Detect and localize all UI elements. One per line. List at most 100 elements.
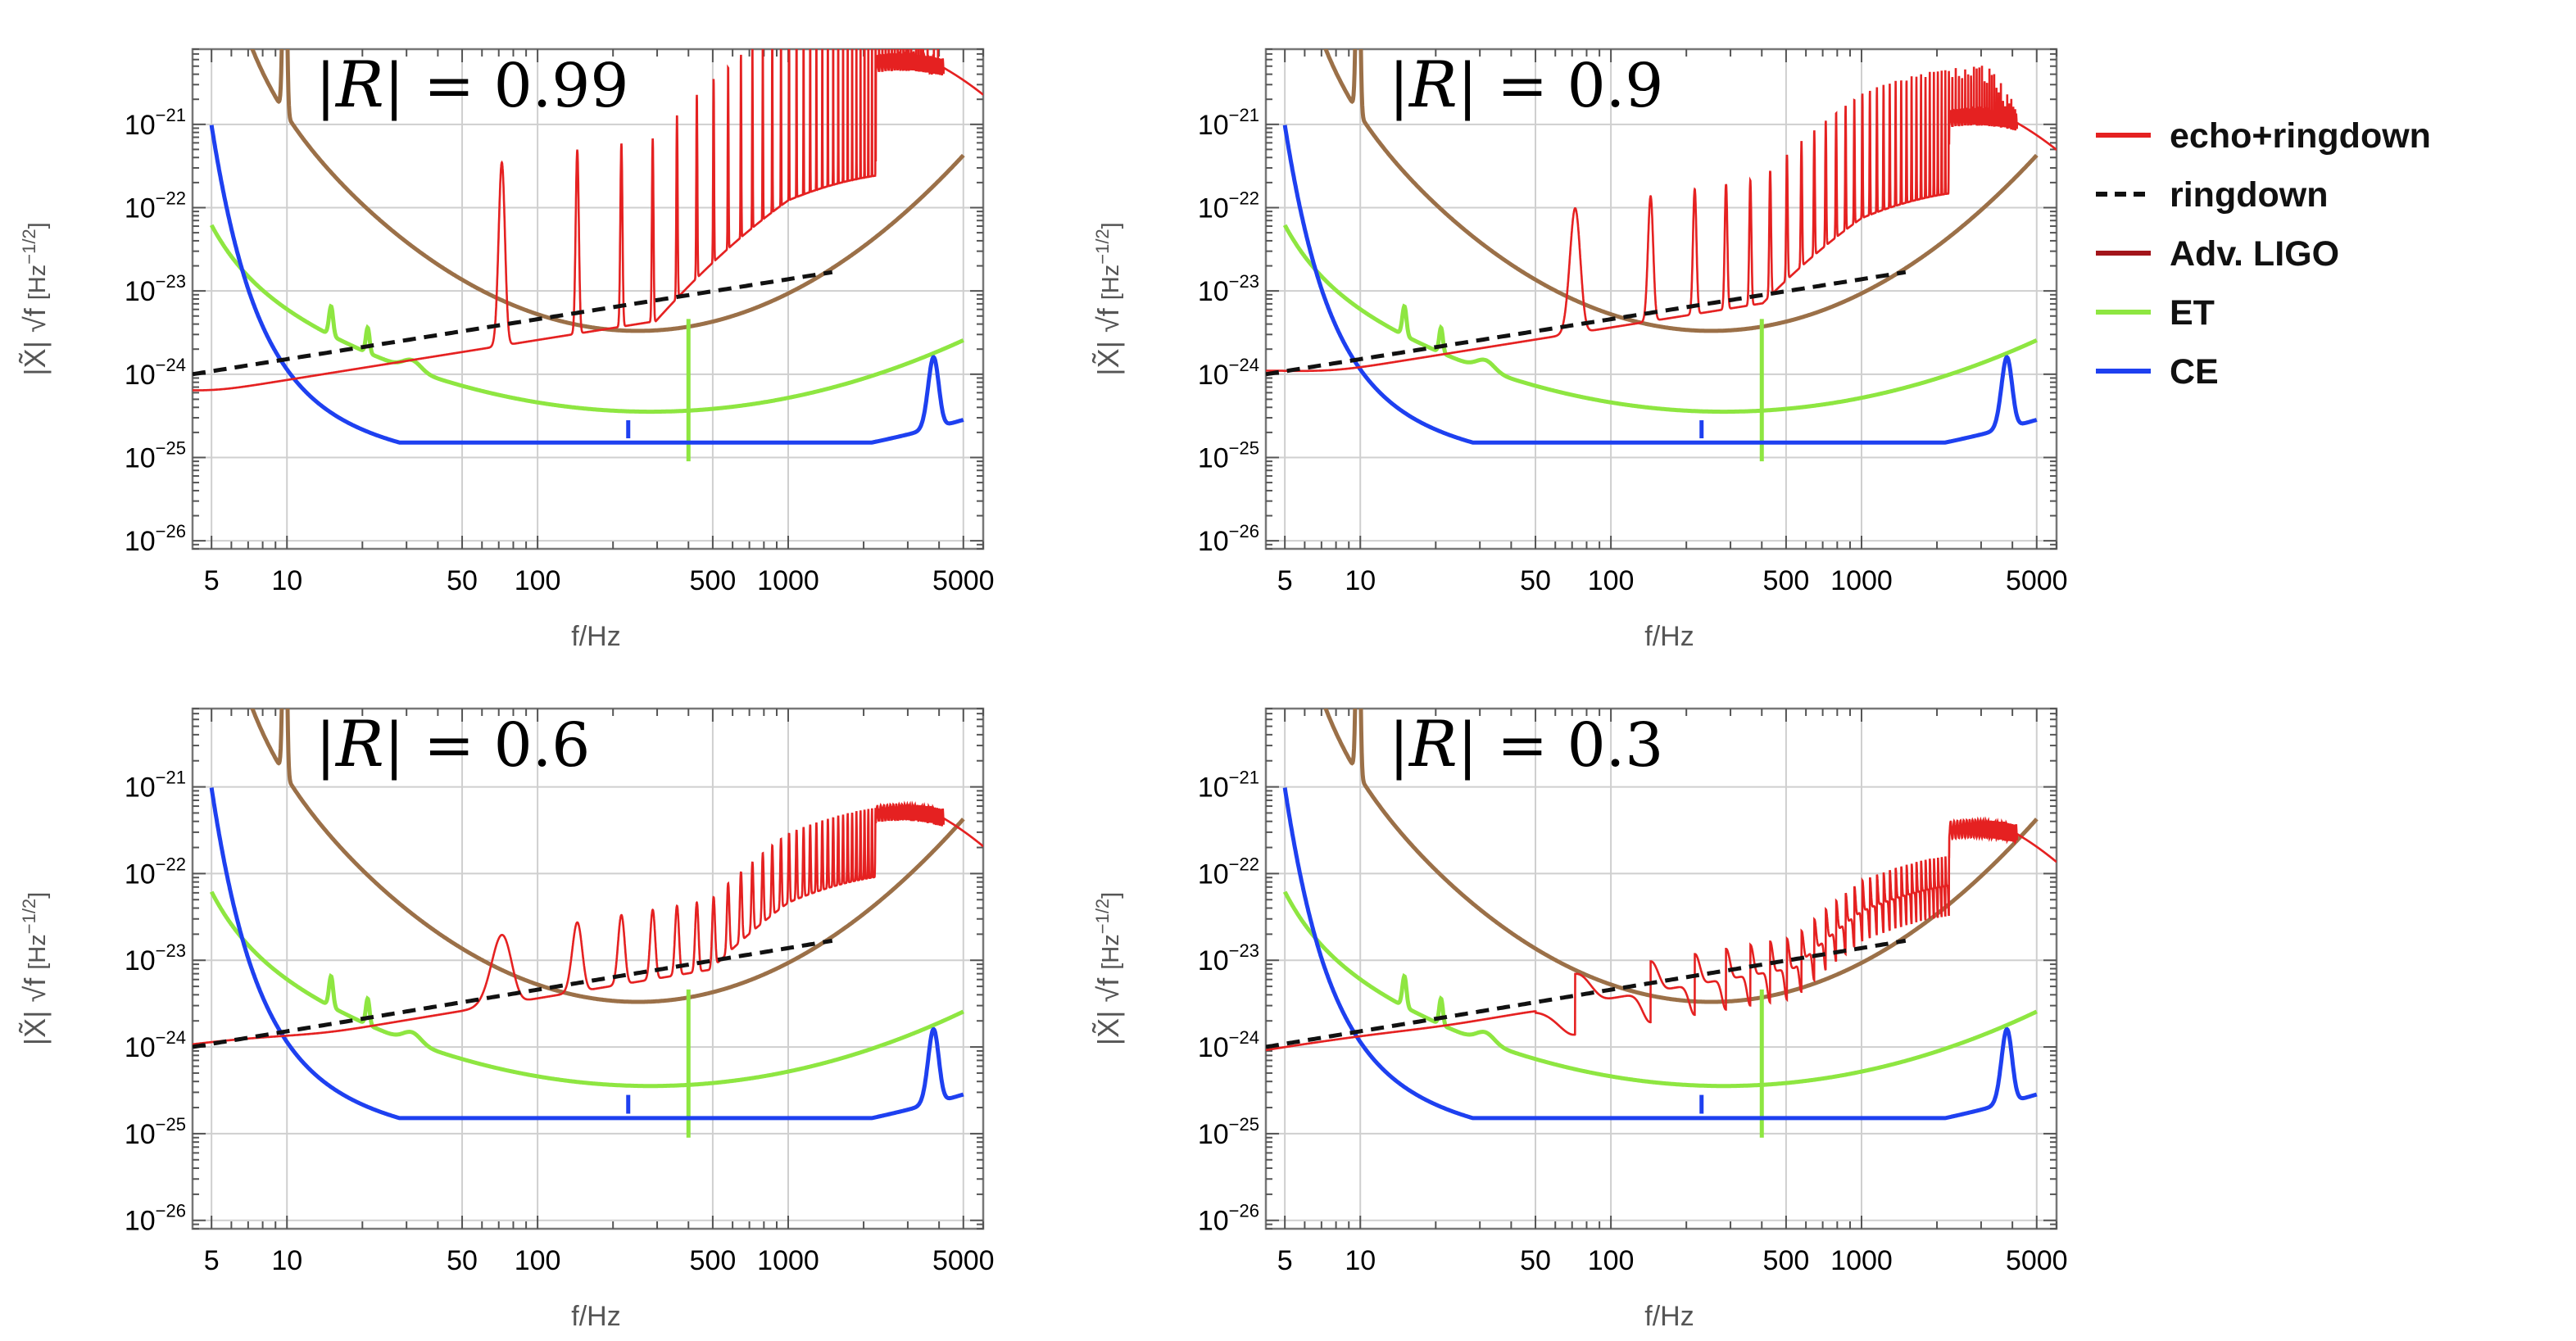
x-tick-label: 50 xyxy=(447,1245,478,1276)
y-tick-label: 10−22 xyxy=(125,854,186,890)
series-ringdown xyxy=(1266,270,1907,377)
y-tick-label: 10−25 xyxy=(125,1114,186,1150)
x-axis-label: f/Hz xyxy=(571,621,620,652)
x-tick-label: 10 xyxy=(1345,1245,1376,1276)
legend-label: ET xyxy=(2170,293,2215,333)
y-axis-label: |X̃| √f [Hz−1/2] xyxy=(1091,222,1125,375)
series-echo-ringdown xyxy=(193,49,983,392)
y-tick-label: 10−25 xyxy=(1198,437,1259,473)
x-tick-label: 5 xyxy=(1277,565,1293,596)
x-tick-label: 5000 xyxy=(932,1245,995,1276)
y-tick-label: 10−26 xyxy=(1198,1201,1259,1237)
grid xyxy=(1266,49,2057,549)
x-tick-label: 50 xyxy=(1520,565,1551,596)
y-tick-label: 10−24 xyxy=(125,355,186,391)
x-tick-label: 500 xyxy=(1763,1245,1810,1276)
series-ringdown xyxy=(193,938,833,1049)
series-et xyxy=(209,890,964,1089)
x-axis-label: f/Hz xyxy=(1644,621,1694,652)
series-group xyxy=(193,709,983,1138)
y-tick-label: 10−23 xyxy=(1198,940,1259,976)
x-tick-label: 1000 xyxy=(757,565,819,596)
x-tick-label: 500 xyxy=(690,1245,737,1276)
y-tick-label: 10−23 xyxy=(125,271,186,307)
legend-label: Adv. LIGO xyxy=(2170,234,2339,274)
y-axis-label: |X̃| √f [Hz−1/2] xyxy=(18,892,52,1045)
x-tick-label: 5 xyxy=(1277,1245,1293,1276)
series-advligo xyxy=(1323,49,2039,333)
x-tick-label: 5 xyxy=(204,565,220,596)
series-advligo xyxy=(250,709,965,1004)
reflectivity-annotation: |R| = 0.3 xyxy=(1389,708,1663,781)
x-tick-label: 5000 xyxy=(932,565,995,596)
series-echo-ringdown xyxy=(1266,66,2057,373)
series-et xyxy=(209,224,964,415)
axis-ticks xyxy=(193,48,984,550)
x-axis-label: f/Hz xyxy=(1644,1301,1694,1332)
x-tick-label: 50 xyxy=(447,565,478,596)
y-tick-label: 10−24 xyxy=(1198,1027,1259,1063)
legend-label: CE xyxy=(2170,352,2219,392)
series-et xyxy=(1282,890,2038,1089)
y-tick-label: 10−26 xyxy=(1198,521,1259,557)
grid xyxy=(193,709,983,1229)
legend: echo+ringdown ringdown Adv. LIGO ET CE xyxy=(2096,116,2431,392)
x-tick-label: 500 xyxy=(1763,565,1810,596)
reflectivity-annotation: |R| = 0.6 xyxy=(315,708,590,781)
x-tick-label: 100 xyxy=(1588,1245,1635,1276)
panel-top-left: 5 10 50 100 500 1000 5000 10−26 10−25 10−24 10−23 1… xyxy=(18,48,995,652)
x-axis-label: f/Hz xyxy=(571,1301,620,1332)
series-group xyxy=(193,49,983,462)
y-axis-label: |X̃| √f [Hz−1/2] xyxy=(18,222,52,375)
legend-label: ringdown xyxy=(2170,175,2328,215)
x-tick-label: 1000 xyxy=(757,1245,819,1276)
reflectivity-annotation: |R| = 0.9 xyxy=(1389,48,1663,122)
y-tick-label: 10−26 xyxy=(125,521,186,557)
x-tick-label: 100 xyxy=(515,1245,561,1276)
x-tick-label: 10 xyxy=(271,565,302,596)
x-tick-label: 500 xyxy=(690,565,737,596)
x-tick-label: 50 xyxy=(1520,1245,1551,1276)
panel-bottom-left: 5 10 50 100 500 1000 5000 10−26 10−25 10−24 10−23 1… xyxy=(18,707,995,1332)
grid xyxy=(1266,709,2057,1229)
x-tick-label: 5 xyxy=(204,1245,220,1276)
y-tick-label: 10−21 xyxy=(125,768,186,804)
panel-bottom-right: 5 10 50 100 500 1000 5000 10−26 10−25 10−24 10−23 1… xyxy=(1091,707,2068,1332)
y-tick-label: 10−25 xyxy=(1198,1114,1259,1150)
x-tick-label: 1000 xyxy=(1830,565,1893,596)
series-ce xyxy=(209,125,964,445)
axis-ticks xyxy=(1266,708,2057,1230)
y-tick-label: 10−22 xyxy=(1198,854,1259,890)
series-ce xyxy=(1282,125,2038,445)
y-tick-label: 10−21 xyxy=(125,105,186,141)
series-ringdown xyxy=(193,270,833,377)
x-tick-label: 5000 xyxy=(2006,1245,2068,1276)
x-tick-label: 100 xyxy=(515,565,561,596)
legend-label: echo+ringdown xyxy=(2170,116,2431,156)
y-tick-label: 10−22 xyxy=(1198,188,1259,224)
panel-top-right: 5 10 50 100 500 1000 5000 10−26 10−25 10−24 10−23 1… xyxy=(1091,48,2068,652)
x-tick-label: 10 xyxy=(1345,565,1376,596)
x-tick-label: 100 xyxy=(1588,565,1635,596)
y-tick-label: 10−22 xyxy=(125,188,186,224)
y-tick-label: 10−24 xyxy=(1198,355,1259,391)
axis-ticks xyxy=(1266,48,2057,550)
series-ce xyxy=(209,787,964,1121)
series-et xyxy=(1282,224,2038,415)
x-tick-label: 5000 xyxy=(2006,565,2068,596)
y-tick-label: 10−23 xyxy=(1198,271,1259,307)
y-tick-label: 10−25 xyxy=(125,437,186,473)
reflectivity-annotation: |R| = 0.99 xyxy=(315,48,628,122)
series-group xyxy=(1266,49,2057,462)
x-tick-label: 1000 xyxy=(1830,1245,1893,1276)
series-advligo xyxy=(250,49,965,333)
y-tick-label: 10−21 xyxy=(1198,105,1259,141)
y-tick-label: 10−21 xyxy=(1198,768,1259,804)
y-axis-label: |X̃| √f [Hz−1/2] xyxy=(1091,892,1125,1045)
y-tick-label: 10−24 xyxy=(125,1027,186,1063)
series-group xyxy=(1266,709,2057,1138)
x-tick-label: 10 xyxy=(271,1245,302,1276)
series-ringdown xyxy=(1266,938,1907,1049)
y-tick-label: 10−23 xyxy=(125,940,186,976)
